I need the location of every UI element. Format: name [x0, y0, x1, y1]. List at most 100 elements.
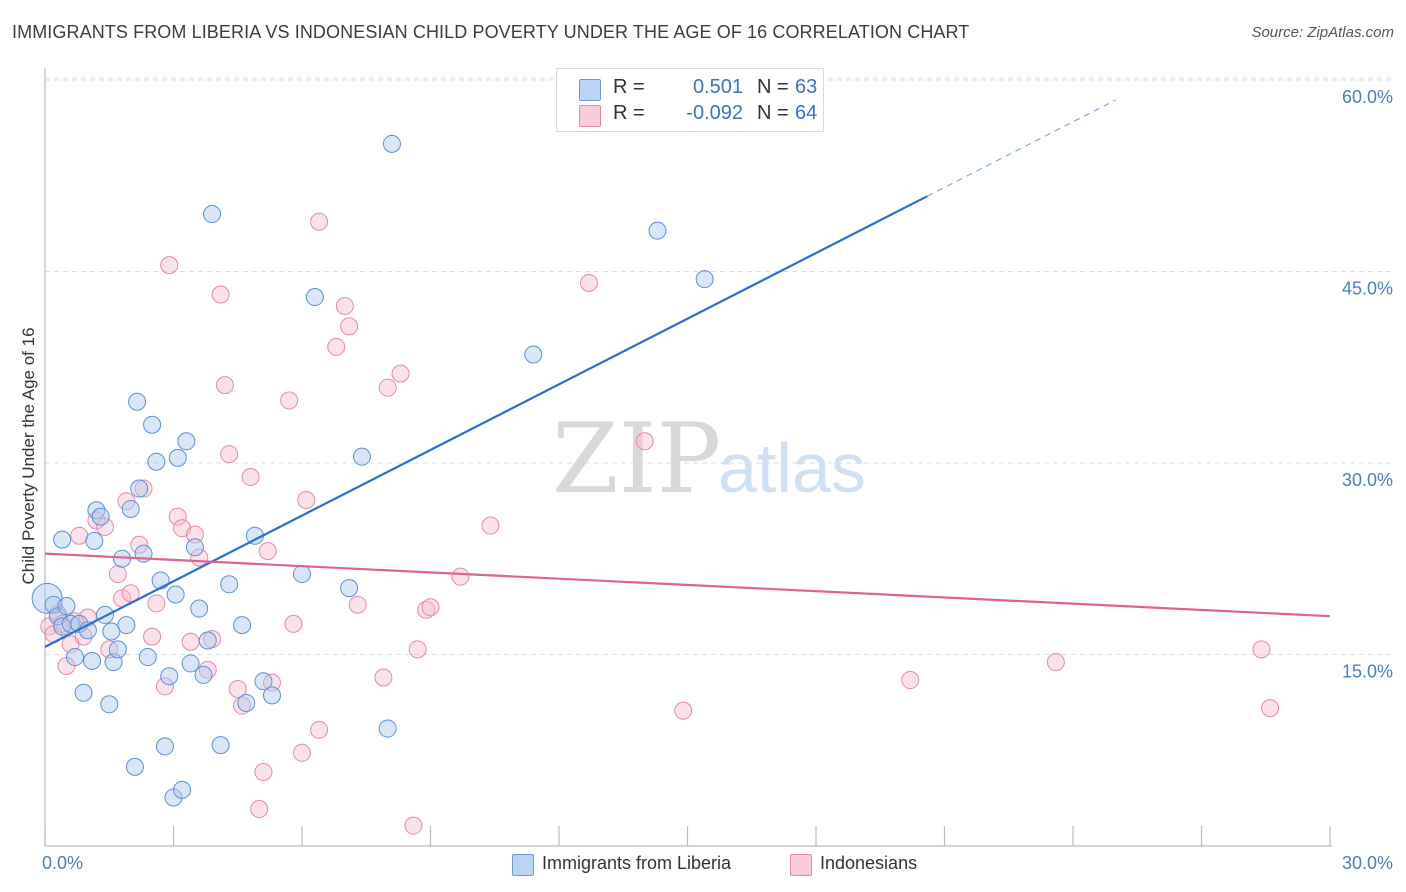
point-indonesians [348, 595, 367, 614]
point-indonesians [95, 517, 114, 536]
point-indonesians [408, 640, 427, 659]
point-indonesians [228, 679, 247, 698]
point-indonesians [404, 816, 423, 835]
watermark-atlas: atlas [718, 429, 866, 507]
point-liberia [211, 736, 230, 755]
y-tick-label: 45.0% [1342, 279, 1393, 299]
point-indonesians [421, 598, 440, 617]
point-liberia [147, 452, 166, 471]
point-indonesians [254, 762, 273, 781]
point-liberia [85, 531, 104, 550]
point-indonesians [378, 378, 397, 397]
point-liberia [524, 345, 543, 364]
point-liberia [160, 667, 179, 686]
point-indonesians [674, 701, 693, 720]
point-indonesians [258, 542, 277, 561]
point-liberia [340, 579, 359, 598]
point-liberia [57, 596, 76, 615]
point-indonesians [241, 468, 260, 487]
point-indonesians [215, 376, 234, 395]
point-liberia [168, 448, 187, 467]
point-indonesians [211, 285, 230, 304]
y-axis-label: Child Poverty Under the Age of 16 [19, 327, 38, 584]
point-liberia [185, 538, 204, 557]
source-label: Source: ZipAtlas.com [1251, 24, 1394, 41]
point-liberia [91, 507, 110, 526]
trendline-indonesians [44, 552, 1331, 618]
point-liberia [177, 432, 196, 451]
point-liberia [108, 640, 127, 659]
trendline-liberia-extension [927, 99, 1117, 197]
point-indonesians [374, 668, 393, 687]
point-liberia [198, 631, 217, 650]
point-liberia [100, 695, 119, 714]
chart-title: IMMIGRANTS FROM LIBERIA VS INDONESIAN CH… [12, 22, 970, 42]
point-indonesians [297, 491, 316, 510]
point-liberia [237, 694, 256, 713]
point-liberia [151, 571, 170, 590]
legend-series: Immigrants from Liberia Indonesians [0, 852, 1406, 878]
point-indonesians [220, 445, 239, 464]
tick-labels: 15.0% 30.0% 45.0% 60.0% 0.0% 30.0% [42, 87, 1393, 873]
point-liberia [138, 648, 157, 667]
point-liberia [143, 415, 162, 434]
point-indonesians [147, 594, 166, 613]
y-tick-label: 60.0% [1342, 87, 1393, 107]
r-label: R = [613, 102, 645, 124]
point-indonesians [1261, 699, 1280, 718]
point-liberia [194, 665, 213, 684]
point-liberia [155, 737, 174, 756]
point-liberia [352, 447, 371, 466]
point-indonesians [901, 671, 920, 690]
point-liberia [130, 479, 149, 498]
point-liberia [65, 648, 84, 667]
point-indonesians [293, 743, 311, 762]
point-indonesians [284, 614, 303, 633]
point-indonesians [143, 627, 162, 646]
legend-swatch-pink [579, 105, 601, 127]
point-liberia [173, 780, 192, 799]
point-indonesians [250, 799, 269, 818]
watermark: ZIP atlas [552, 403, 866, 515]
point-liberia [378, 719, 397, 738]
point-liberia [128, 392, 147, 411]
point-indonesians [1046, 653, 1065, 672]
point-indonesians [130, 535, 149, 554]
x-tick-label: 30.0% [1342, 853, 1393, 873]
r-value: 0.501 [692, 76, 743, 98]
point-liberia [190, 599, 209, 618]
point-indonesians [181, 632, 200, 651]
point-indonesians [340, 317, 359, 336]
point-indonesians [134, 479, 153, 498]
point-liberia [648, 221, 667, 240]
x-tick-label: 0.0% [42, 853, 83, 873]
point-liberia [263, 686, 282, 705]
watermark-zip: ZIP [552, 403, 721, 515]
y-tick-label: 30.0% [1342, 470, 1393, 490]
point-indonesians [327, 337, 346, 356]
point-indonesians [391, 364, 410, 383]
point-liberia [117, 616, 136, 635]
point-liberia [181, 654, 200, 673]
axes [44, 68, 1332, 847]
point-indonesians [635, 432, 654, 451]
point-indonesians [310, 212, 329, 231]
point-indonesians [481, 516, 500, 535]
point-liberia [233, 616, 252, 635]
point-indonesians [168, 507, 187, 526]
n-value: 63 [795, 76, 818, 98]
point-indonesians [185, 525, 204, 544]
r-value: -0.092 [686, 102, 743, 124]
point-liberia [95, 605, 114, 624]
point-liberia [125, 757, 144, 776]
legend-stats: R = 0.501 N = 63 R = -0.092 N = 64 [556, 68, 824, 132]
point-liberia [220, 575, 239, 594]
legend-swatch-pink [790, 854, 812, 876]
y-tick-label: 15.0% [1342, 662, 1393, 682]
point-liberia [203, 205, 222, 224]
n-label: N = [757, 76, 789, 98]
point-liberia [83, 651, 102, 670]
n-value: 64 [795, 102, 818, 124]
point-liberia [102, 622, 121, 641]
